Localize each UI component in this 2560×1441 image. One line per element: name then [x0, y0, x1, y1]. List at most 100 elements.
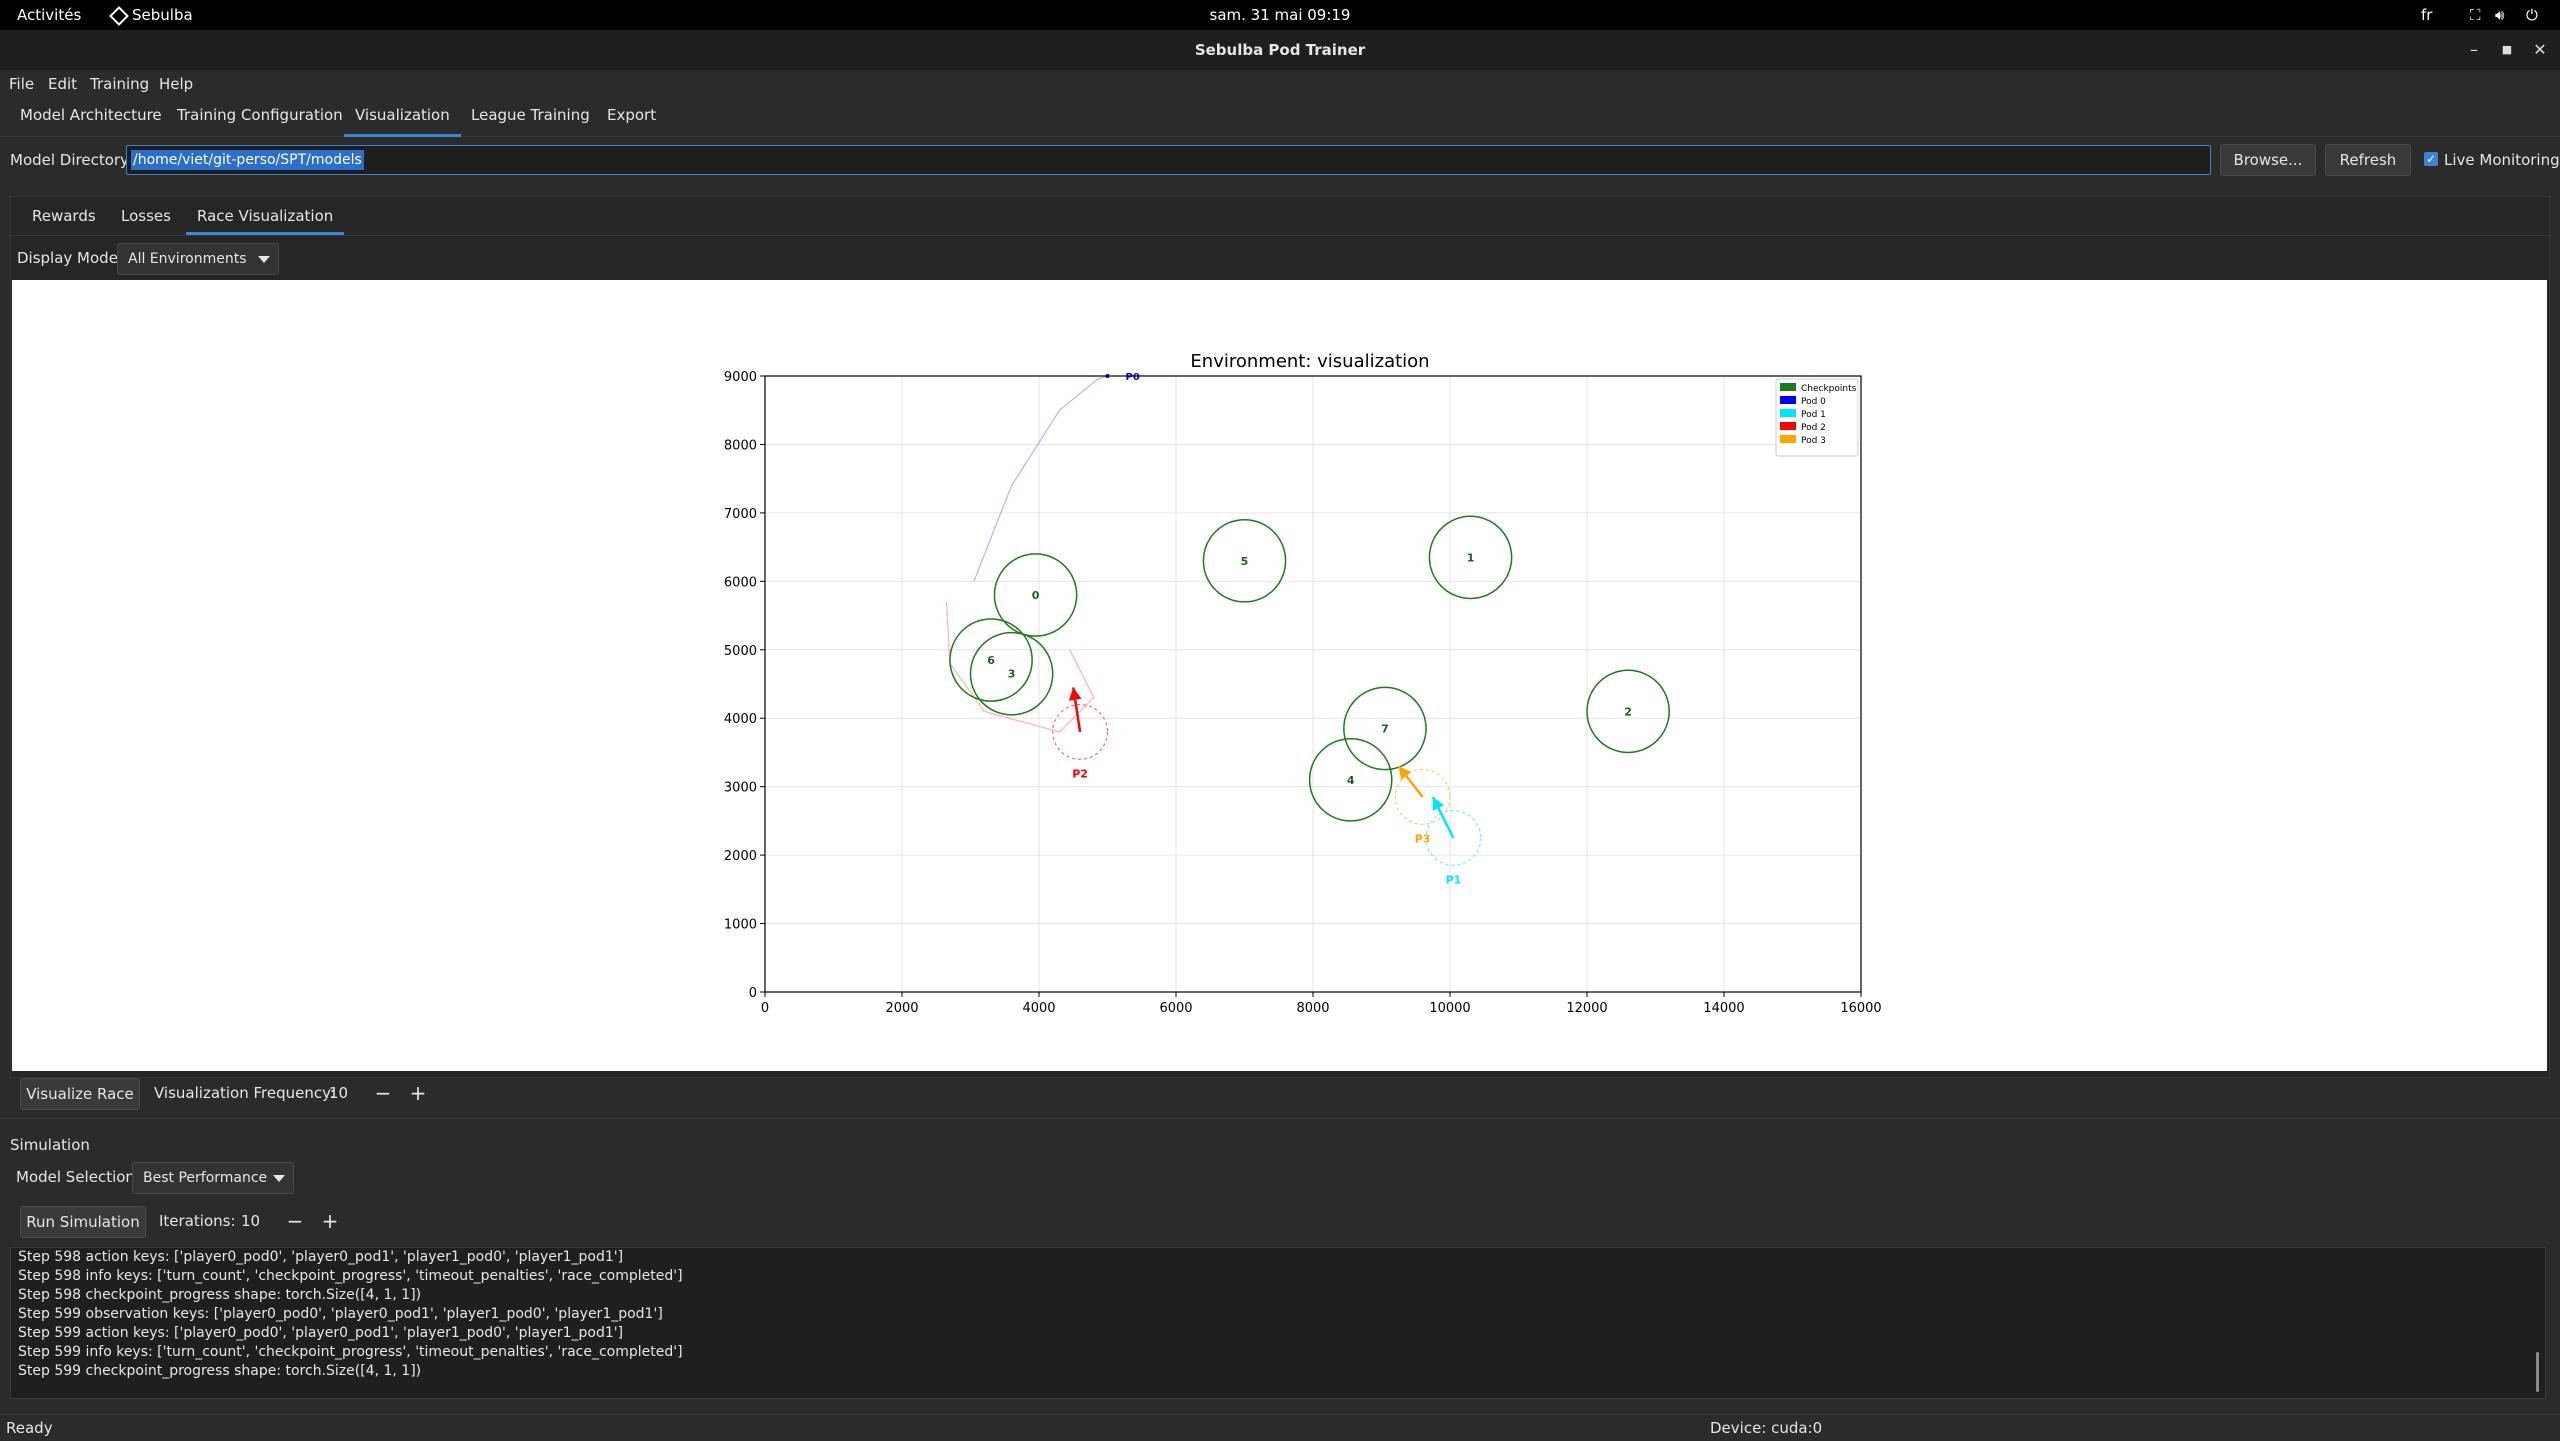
decrease-iterations-button[interactable]: − [286, 1209, 304, 1233]
menu-help[interactable]: Help [159, 75, 194, 93]
main-tab-bar: Model Architecture Training Configuratio… [0, 98, 2560, 137]
pod-trail [945, 601, 1095, 733]
decrease-frequency-button[interactable]: − [374, 1081, 392, 1105]
pod-trail [973, 375, 1108, 582]
status-text: Ready [6, 1419, 53, 1437]
increase-iterations-button[interactable]: + [321, 1209, 339, 1233]
legend-swatch [1780, 396, 1796, 404]
checkpoint-circle [1308, 737, 1393, 822]
device-indicator: Device: cuda:0 [1710, 1419, 1823, 1437]
checkpoint-label: 4 [1347, 774, 1355, 787]
checkpoint-circle [969, 631, 1054, 716]
display-mode-label: Display Mode: [17, 249, 123, 267]
tab-visualization[interactable]: Visualization [344, 98, 461, 137]
network-icon[interactable]: ⛶ [2470, 6, 2481, 24]
activities-button[interactable]: Activités [17, 6, 82, 24]
tab-model-architecture[interactable]: Model Architecture [20, 106, 162, 124]
menu-training[interactable]: Training [90, 75, 150, 93]
pod-circle [1052, 703, 1109, 760]
legend-label: Pod 0 [1801, 397, 1826, 407]
tab-league-training[interactable]: League Training [471, 106, 590, 124]
legend-box [1775, 378, 1859, 457]
menu-file[interactable]: File [9, 75, 35, 93]
refresh-button[interactable]: Refresh [2325, 144, 2411, 176]
tab-training-configuration[interactable]: Training Configuration [177, 106, 343, 124]
log-scrollbar[interactable] [2536, 1352, 2539, 1392]
pod-label: P1 [1446, 873, 1462, 886]
close-icon[interactable]: ✕ [2533, 40, 2547, 59]
tab-losses[interactable]: Losses [121, 207, 171, 225]
x-tick-label: 6000 [1159, 1001, 1192, 1016]
system-top-bar: Activités Sebulba sam. 31 mai 09:19 fr ⛶… [0, 0, 2560, 30]
x-tick-label: 12000 [1566, 1001, 1607, 1016]
checkpoint-label: 5 [1241, 555, 1249, 568]
tab-export[interactable]: Export [607, 106, 657, 124]
log-line: Step 599 action keys: ['player0_pod0', '… [18, 1325, 624, 1341]
model-selection-value: Best Performance [143, 1170, 268, 1186]
chart-legend: Checkpoints Pod 0 Pod 1 Pod 2 Pod 3 [1775, 378, 1859, 457]
pod-heading-arrow [1068, 687, 1082, 701]
y-tick-label: 6000 [724, 575, 757, 590]
y-tick-label: 0 [749, 986, 757, 1001]
visualization-frequency-value[interactable]: 10 [329, 1084, 349, 1102]
menu-bar: File Edit Training Help [0, 70, 2560, 98]
y-tick-label: 7000 [724, 507, 757, 522]
trail-layer [945, 375, 1108, 733]
grid-layer [764, 375, 1862, 993]
maximize-icon[interactable]: ■ [2501, 43, 2513, 56]
y-tick-label: 3000 [724, 781, 757, 796]
y-tick-label: 8000 [724, 438, 757, 453]
iterations-value[interactable]: 10 [241, 1212, 261, 1230]
menu-edit[interactable]: Edit [48, 75, 78, 93]
log-line: Step 599 checkpoint_progress shape: torc… [18, 1363, 422, 1379]
visualize-race-button[interactable]: Visualize Race [20, 1078, 140, 1110]
status-bar: Ready Device: cuda:0 [0, 1414, 2560, 1441]
pod-heading-arrow [1432, 796, 1445, 811]
increase-frequency-button[interactable]: + [409, 1081, 427, 1105]
app-name: Sebulba [132, 6, 193, 24]
log-line: Step 599 info keys: ['turn_count', 'chec… [18, 1344, 683, 1360]
checkpoint-label: 3 [1008, 668, 1016, 681]
checkpoint-circle [1202, 518, 1287, 603]
simulation-section-title: Simulation [10, 1136, 90, 1154]
checkpoint-circle [1343, 686, 1427, 771]
tab-race-visualization[interactable]: Race Visualization [186, 197, 345, 235]
tab-rewards[interactable]: Rewards [32, 207, 96, 225]
simulation-log[interactable]: Step 598 action keys: ['player0_pod0', '… [10, 1247, 2546, 1399]
legend-swatch [1780, 435, 1796, 443]
legend-label: Pod 1 [1801, 410, 1826, 420]
tab-divider [11, 235, 2549, 236]
x-tick-label: 8000 [1296, 1001, 1329, 1016]
language-indicator[interactable]: fr [2421, 6, 2433, 24]
power-icon[interactable]: ⏻ [2526, 6, 2538, 24]
app-menu[interactable]: Sebulba [109, 0, 193, 30]
checkpoint-label: 2 [1624, 705, 1632, 718]
model-directory-label: Model Directory: [10, 151, 133, 169]
y-tick-label: 4000 [724, 712, 757, 727]
browse-button[interactable]: Browse... [2220, 144, 2316, 176]
run-simulation-button[interactable]: Run Simulation [20, 1206, 146, 1238]
volume-icon[interactable]: 🔊︎ [2495, 6, 2505, 24]
visualization-frequency-label: Visualization Frequency: [154, 1084, 335, 1102]
iterations-label: Iterations: [159, 1212, 236, 1230]
race-chart: Environment: visualization 0 1 2 3 4 5 6 7 P0 P1… [724, 351, 1882, 1016]
minimize-icon[interactable]: – [2470, 40, 2478, 59]
clock[interactable]: sam. 31 mai 09:19 [1209, 6, 1351, 24]
x-tick-label: 2000 [885, 1001, 918, 1016]
model-directory-input[interactable]: /home/viet/git-perso/SPT/models [126, 145, 2211, 175]
model-selection-select[interactable]: Best Performance [132, 1162, 294, 1194]
display-mode-select[interactable]: All Environments [117, 243, 279, 275]
chart-title: Environment: visualization [1190, 351, 1429, 372]
checkpoint-layer: 0 1 2 3 4 5 6 7 [949, 515, 1670, 822]
live-monitoring-checkbox[interactable]: ✓ [2424, 152, 2438, 166]
chevron-down-icon [258, 256, 270, 263]
window-title: Sebulba Pod Trainer [1194, 41, 1366, 59]
section-divider [0, 1118, 2560, 1120]
log-line: Step 598 checkpoint_progress shape: torc… [18, 1287, 422, 1303]
visualize-controls: Visualize Race Visualization Frequency: … [0, 1070, 2560, 1116]
x-tick-label: 16000 [1840, 1001, 1881, 1016]
race-canvas[interactable]: Environment: visualization 0 1 2 3 4 5 6 7 P0 P1… [12, 280, 2547, 1071]
pod-label: P3 [1415, 832, 1431, 845]
checkpoint-circle [1586, 669, 1670, 754]
pod-label: P0 [1126, 372, 1140, 383]
